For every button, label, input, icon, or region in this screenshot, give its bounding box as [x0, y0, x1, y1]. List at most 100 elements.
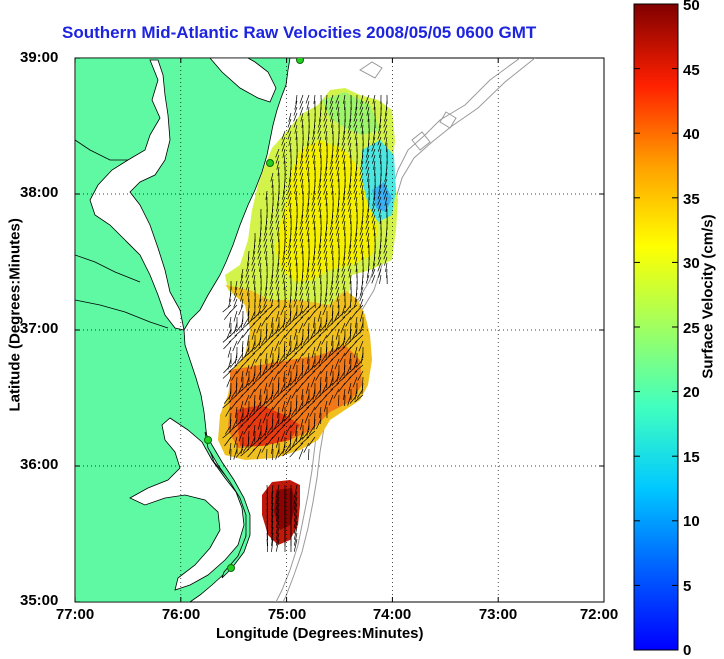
velocity-arrow — [280, 304, 286, 316]
velocity-arrow — [269, 220, 274, 230]
velocity-arrow — [279, 334, 286, 345]
velocity-arrow — [252, 346, 262, 355]
x-axis-label: Longitude (Degrees:Minutes) — [216, 625, 424, 642]
velocity-arrow — [258, 310, 268, 319]
x-tick-label: 73:00 — [478, 606, 518, 623]
velocity-arrow — [359, 286, 364, 296]
velocity-arrow — [365, 226, 370, 236]
velocity-arrow — [313, 280, 316, 290]
velocity-arrow — [271, 238, 274, 248]
velocity-arrow — [271, 496, 274, 510]
velocity-arrow — [293, 520, 298, 534]
velocity-arrow — [336, 142, 340, 152]
velocity-arrow — [298, 400, 304, 412]
velocity-arrow — [272, 388, 280, 399]
velocity-arrow — [285, 424, 292, 435]
velocity-arrow — [325, 196, 328, 206]
velocity-arrow — [266, 256, 268, 267]
velocity-arrow — [241, 298, 244, 308]
velocity-arrow — [288, 412, 298, 421]
colorbar — [633, 3, 679, 651]
velocity-arrow — [311, 346, 316, 358]
velocity-arrow — [293, 298, 298, 308]
velocity-arrow — [271, 520, 274, 534]
velocity-arrow — [293, 178, 298, 188]
velocity-arrow — [329, 364, 334, 376]
velocity-arrow — [306, 424, 310, 436]
velocity-arrow — [311, 202, 316, 212]
velocity-arrow — [373, 160, 376, 170]
velocity-arrow — [288, 406, 292, 418]
velocity-arrow — [354, 232, 358, 242]
velocity-arrow — [240, 442, 244, 454]
velocity-arrow — [283, 244, 286, 254]
velocity-arrow — [312, 388, 316, 400]
velocity-arrow — [305, 148, 310, 158]
velocity-arrow — [295, 424, 298, 436]
velocity-arrow — [365, 94, 370, 104]
velocity-arrow — [300, 310, 310, 319]
x-tick-label: 74:00 — [372, 606, 412, 623]
velocity-arrow — [349, 112, 352, 122]
velocity-arrow — [262, 364, 268, 376]
velocity-arrow — [325, 346, 328, 358]
velocity-arrow — [317, 250, 322, 260]
velocity-arrow — [308, 424, 316, 435]
velocity-arrow — [323, 118, 328, 128]
velocity-arrow — [269, 226, 274, 236]
velocity-arrow — [360, 154, 364, 164]
velocity-arrow — [300, 334, 304, 346]
velocity-arrow — [299, 94, 304, 104]
velocity-arrow — [295, 130, 298, 140]
velocity-arrow — [233, 298, 238, 308]
velocity-arrow — [333, 388, 340, 399]
velocity-arrow — [294, 184, 298, 194]
y-tick-label: 38:00 — [20, 184, 59, 201]
velocity-arrow — [312, 124, 316, 134]
velocity-arrow — [323, 238, 328, 248]
velocity-arrow — [299, 232, 304, 242]
velocity-arrow — [354, 106, 358, 116]
velocity-arrow — [360, 352, 364, 364]
velocity-arrow — [270, 334, 280, 343]
velocity-field — [218, 88, 398, 553]
velocity-arrow — [314, 388, 322, 399]
velocity-arrow — [342, 334, 346, 346]
velocity-arrow — [336, 202, 340, 212]
velocity-arrow — [254, 280, 256, 291]
velocity-arrow — [275, 436, 280, 448]
velocity-arrow — [246, 280, 250, 290]
velocity-arrow — [298, 448, 304, 460]
velocity-arrow — [271, 442, 274, 454]
velocity-arrow — [293, 328, 298, 340]
velocity-arrow — [320, 364, 328, 375]
velocity-arrow — [239, 286, 244, 296]
velocity-arrow — [371, 202, 376, 212]
velocity-arrow — [240, 352, 250, 361]
velocity-arrow — [265, 280, 268, 290]
velocity-arrow — [335, 280, 340, 290]
velocity-arrow — [295, 256, 298, 266]
velocity-arrow — [293, 118, 298, 128]
velocity-arrow — [350, 214, 352, 225]
velocity-arrow — [354, 388, 358, 400]
velocity-arrow — [344, 334, 352, 345]
velocity-arrow — [371, 262, 376, 272]
velocity-arrow — [243, 424, 250, 435]
velocity-arrow — [343, 94, 346, 104]
velocity-arrow — [352, 376, 358, 388]
velocity-arrow — [288, 334, 292, 346]
velocity-arrow — [331, 118, 334, 128]
velocity-arrow — [371, 142, 376, 152]
velocity-arrow — [336, 226, 340, 236]
velocity-arrow — [324, 316, 328, 328]
velocity-arrow — [358, 340, 364, 352]
velocity-arrow — [258, 298, 262, 308]
velocity-arrow — [258, 334, 262, 346]
velocity-arrow — [275, 484, 280, 498]
velocity-arrow — [347, 124, 352, 134]
velocity-arrow — [312, 190, 316, 200]
velocity-arrow — [341, 142, 346, 152]
velocity-arrow — [246, 256, 250, 266]
velocity-arrow — [293, 244, 298, 254]
